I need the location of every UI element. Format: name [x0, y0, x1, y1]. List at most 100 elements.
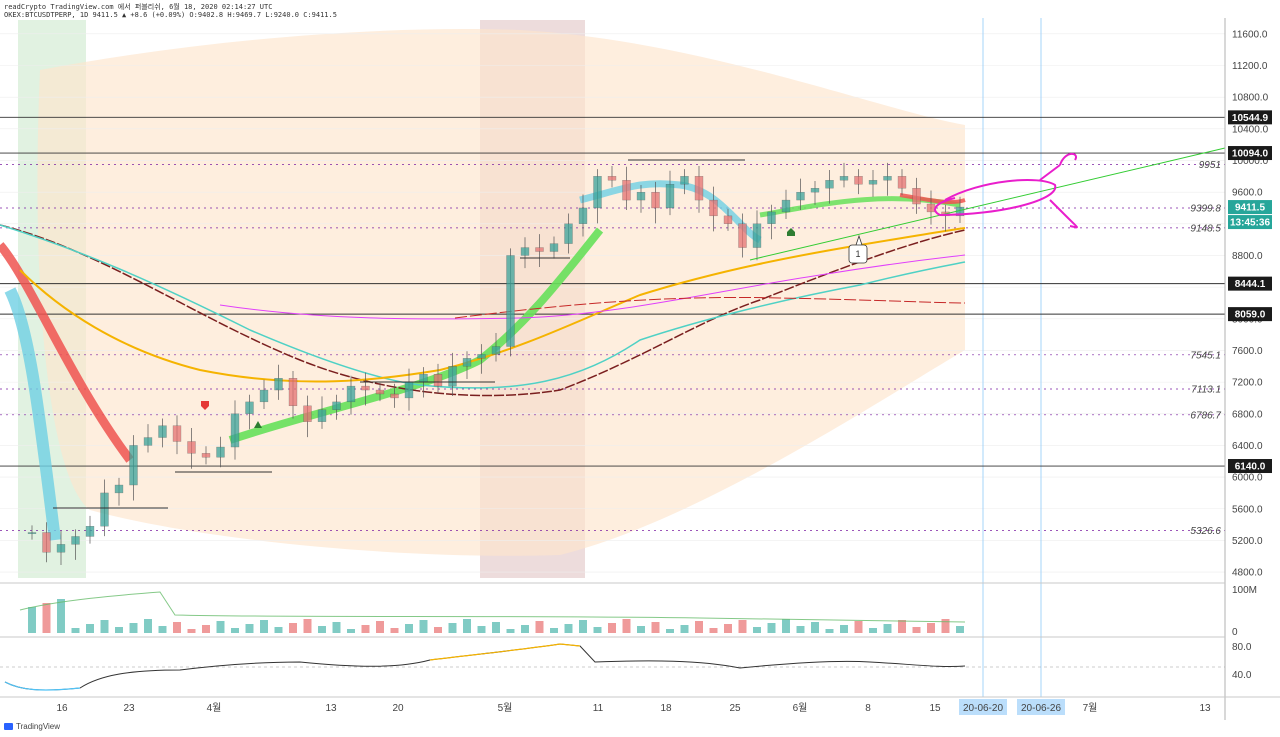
time-axis[interactable]: 16 23 4월 13 20 5월 11 18 25 6월 8 15 20-06-20 20-06-26 7… — [56, 699, 1211, 715]
volume-bar — [42, 603, 51, 633]
volume-bar — [651, 622, 660, 633]
volume-bar — [521, 625, 529, 633]
candle-body — [274, 378, 283, 391]
time-tick-label: 16 — [56, 703, 68, 714]
candle-body — [680, 176, 689, 185]
tradingview-logo-icon — [4, 723, 13, 731]
red-ribbon — [0, 242, 134, 463]
candle-body — [854, 176, 863, 185]
price-tick-label: 11200.0 — [1232, 61, 1268, 72]
level-tag-label: 8059.0 — [1235, 310, 1266, 321]
time-tick-label: 13 — [325, 703, 337, 714]
candle-body — [520, 247, 530, 256]
candle-body — [114, 484, 124, 494]
candle-body — [477, 354, 486, 359]
red-ribbon-2 — [899, 193, 966, 205]
volume-bar — [202, 625, 210, 633]
candle-body — [781, 199, 791, 213]
price-tick-label: 6400.0 — [1232, 441, 1263, 452]
candle-body — [723, 215, 733, 224]
level-tag — [1228, 276, 1272, 291]
time-tick-label: 5월 — [498, 702, 513, 714]
volume-bar — [883, 624, 892, 633]
level-tag-label: 6140.0 — [1235, 462, 1266, 473]
candle-body — [245, 401, 254, 414]
buy-signal-icon — [787, 228, 795, 236]
volume-ma-line — [19, 591, 966, 623]
volume-bar — [666, 629, 674, 633]
sell-signal-icon — [201, 401, 209, 410]
volume-bar — [57, 599, 65, 633]
candle-body — [535, 247, 544, 252]
volume-bar — [825, 629, 834, 633]
volume-bar — [564, 624, 573, 633]
dotted-level-label: 7113.1 — [1191, 384, 1221, 395]
candle-body — [883, 176, 892, 181]
candle-body — [564, 223, 573, 244]
candle-body — [404, 381, 414, 399]
volume-bar — [347, 629, 355, 633]
candle-body — [796, 191, 805, 201]
volume-bar — [260, 620, 268, 633]
time-tick-label: 13 — [1199, 703, 1211, 714]
candle-body — [129, 445, 138, 486]
time-tick-label: 4월 — [207, 702, 222, 714]
volume-bar — [680, 625, 689, 633]
candle-body — [187, 441, 196, 454]
volume-bar — [796, 626, 805, 633]
candle-body — [694, 176, 704, 201]
time-tick-label: 11 — [593, 703, 604, 714]
last-price-tag — [1228, 200, 1272, 215]
volume-bar — [898, 620, 906, 633]
volume-axis-label: 100M — [1232, 585, 1257, 596]
volume-bar — [767, 623, 776, 633]
candle-body — [622, 180, 631, 201]
volume-bar — [709, 628, 718, 633]
dotted-level-label: 7545.1 — [1190, 350, 1221, 361]
volume-bar — [535, 621, 544, 633]
dotted-level-label: 9148.5 — [1190, 223, 1221, 234]
cyan-ma-line — [0, 224, 966, 389]
price-tick-label: 4800.0 — [1232, 568, 1263, 579]
volume-bar — [608, 623, 616, 633]
volume-bar — [869, 628, 877, 633]
dotted-level-label: 9399.8 — [1190, 203, 1221, 214]
time-tick-label: 6월 — [793, 702, 808, 714]
dotted-level-label: 5326.6 — [1190, 526, 1221, 537]
countdown-label: 13:45:36 — [1230, 218, 1270, 229]
time-tick-label: 25 — [729, 703, 741, 714]
volume-bar — [332, 622, 341, 633]
price-tick-label: 8800.0 — [1232, 251, 1263, 262]
price-axis[interactable]: 11600.0 11200.0 10800.0 10400.0 10000.0 9600.… — [1190, 29, 1272, 579]
volume-bar — [941, 619, 950, 633]
volume-bar — [593, 627, 602, 633]
horizontal-levels — [0, 116, 1225, 531]
volume-bar — [318, 626, 326, 633]
brand-name: TradingView — [16, 722, 61, 731]
dotted-level-label: 6786.7 — [1190, 410, 1221, 421]
volume-bar — [144, 619, 152, 633]
magenta-ma-line — [219, 254, 966, 320]
candle-body — [375, 389, 385, 395]
candle-body — [491, 346, 501, 355]
volume-bar — [28, 607, 36, 633]
candle-body — [825, 180, 834, 189]
blue-ribbon — [4, 287, 61, 541]
price-tick-label: 10000.0 — [1232, 156, 1269, 167]
price-tick-label: 10800.0 — [1232, 93, 1269, 104]
volume-bar — [840, 625, 848, 633]
candle-body — [665, 184, 675, 209]
volume-bar — [405, 624, 413, 633]
time-tick-label: 20-06-26 — [1021, 703, 1061, 714]
oscillator-line — [4, 643, 966, 691]
candle-body — [462, 358, 472, 367]
candle-body — [433, 374, 443, 387]
price-tick-label: 6800.0 — [1232, 409, 1263, 420]
time-tick-label: 15 — [929, 703, 941, 714]
candle-body — [85, 526, 95, 537]
price-tick-label: 6000.0 — [1232, 473, 1263, 484]
candle-body — [42, 532, 51, 553]
candle-body — [230, 413, 240, 448]
level-tag — [1228, 110, 1272, 125]
